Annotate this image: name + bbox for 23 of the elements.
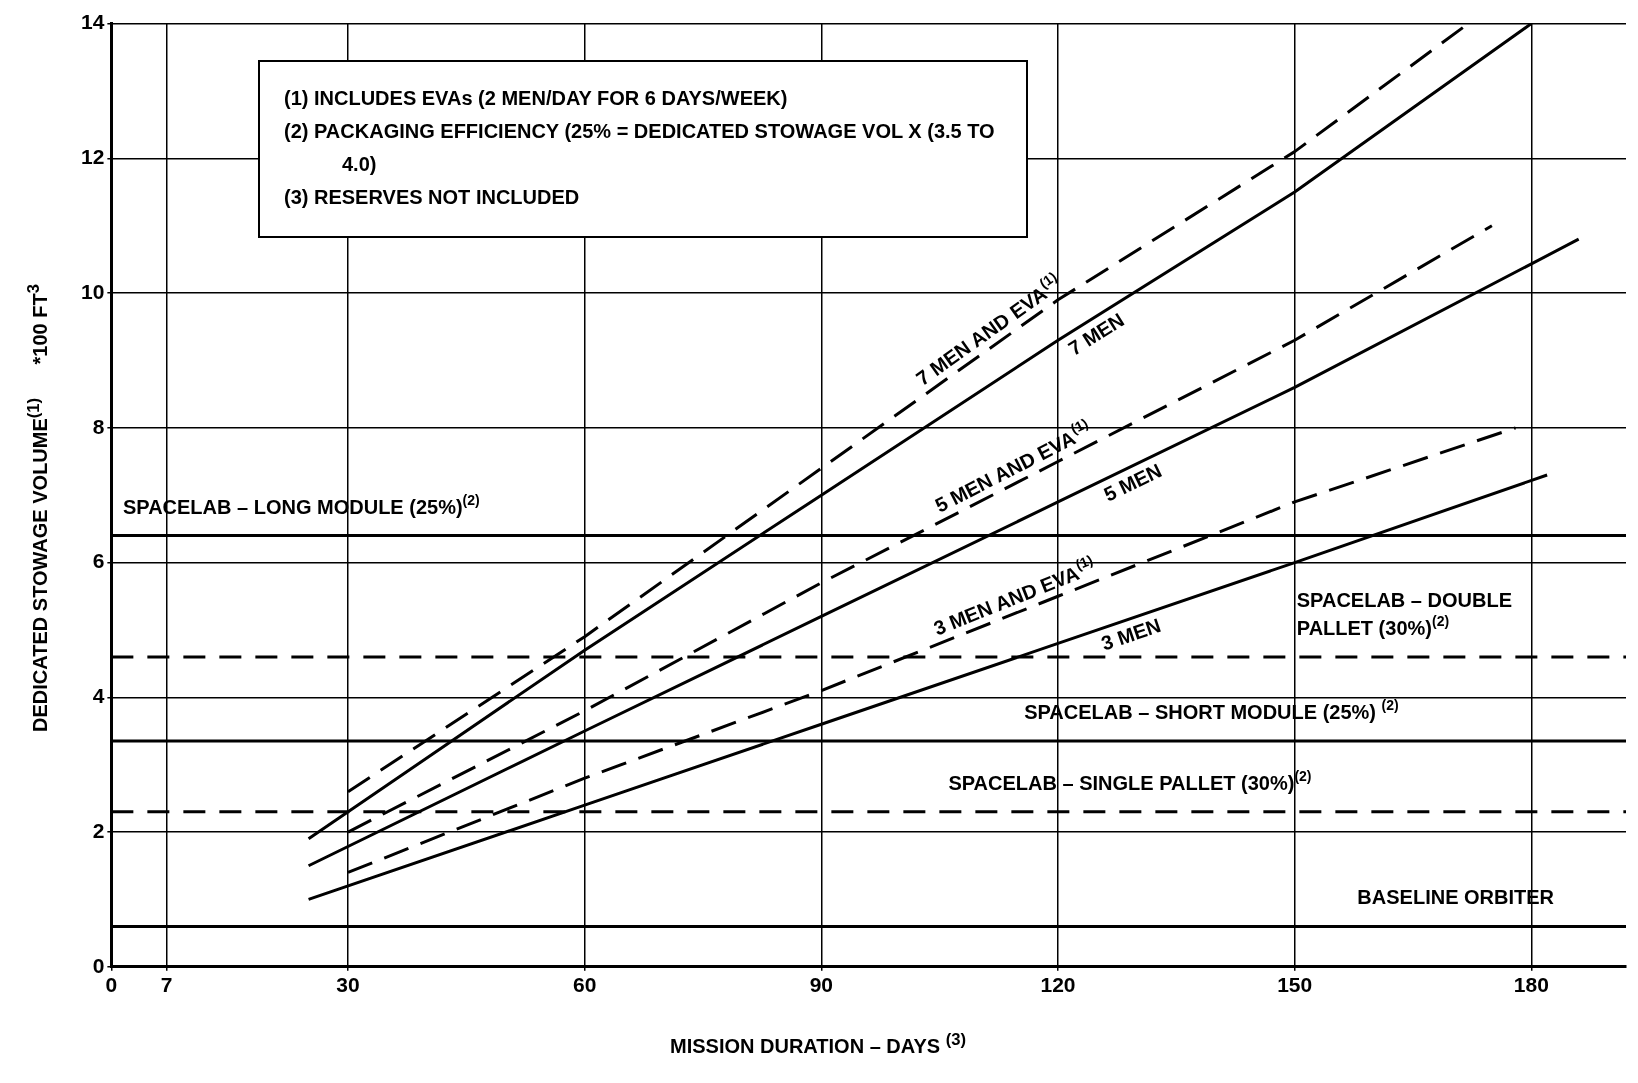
y-tick-label: 14 bbox=[81, 10, 105, 34]
annotation: (1) INCLUDES EVAs (2 MEN/DAY FOR 6 DAYS/WEEK) bbox=[284, 86, 789, 111]
text: 3 MEN bbox=[1098, 614, 1164, 655]
y-tick-label: 8 bbox=[92, 414, 105, 438]
y-tick-label: 12 bbox=[81, 145, 105, 169]
text: 5 MEN bbox=[1100, 459, 1166, 506]
y-tick-label: 6 bbox=[92, 549, 105, 573]
x-tick-label: 30 bbox=[336, 973, 360, 997]
y-tick-label: 0 bbox=[92, 953, 105, 977]
x-tick-label: 90 bbox=[809, 973, 834, 997]
annotation: (3) RESERVES NOT INCLUDED bbox=[284, 185, 581, 210]
y-tick-label: 10 bbox=[81, 279, 105, 303]
text: 7 MEN bbox=[1064, 308, 1128, 360]
y-tick-label: 2 bbox=[92, 818, 105, 842]
annotation: (2) PACKAGING EFFICIENCY (25% = DEDICATED STOWAGE VOL X (3.5 TO 4.0) bbox=[284, 119, 996, 177]
x-tick-label: 180 bbox=[1513, 973, 1549, 997]
note-box: (1) INCLUDES EVAs (2 MEN/DAY FOR 6 DAYS/WEEK) (2) PACKAGING EFFICIENCY (25% = DEDICATED STOWAGE VOL X (3.5 TO 4.0) (3) RESERVES NOT INCLUDED bbox=[258, 60, 1028, 238]
x-tick-label: 120 bbox=[1040, 973, 1076, 997]
x-tick-label: 150 bbox=[1277, 973, 1313, 997]
y-tick-label: 4 bbox=[92, 684, 105, 708]
x-tick-label: 7 bbox=[160, 973, 173, 997]
x-tick-label: 60 bbox=[573, 973, 597, 997]
x-axis-title: MISSION DURATION – DAYS $^{(3)}$ bbox=[669, 1030, 967, 1058]
